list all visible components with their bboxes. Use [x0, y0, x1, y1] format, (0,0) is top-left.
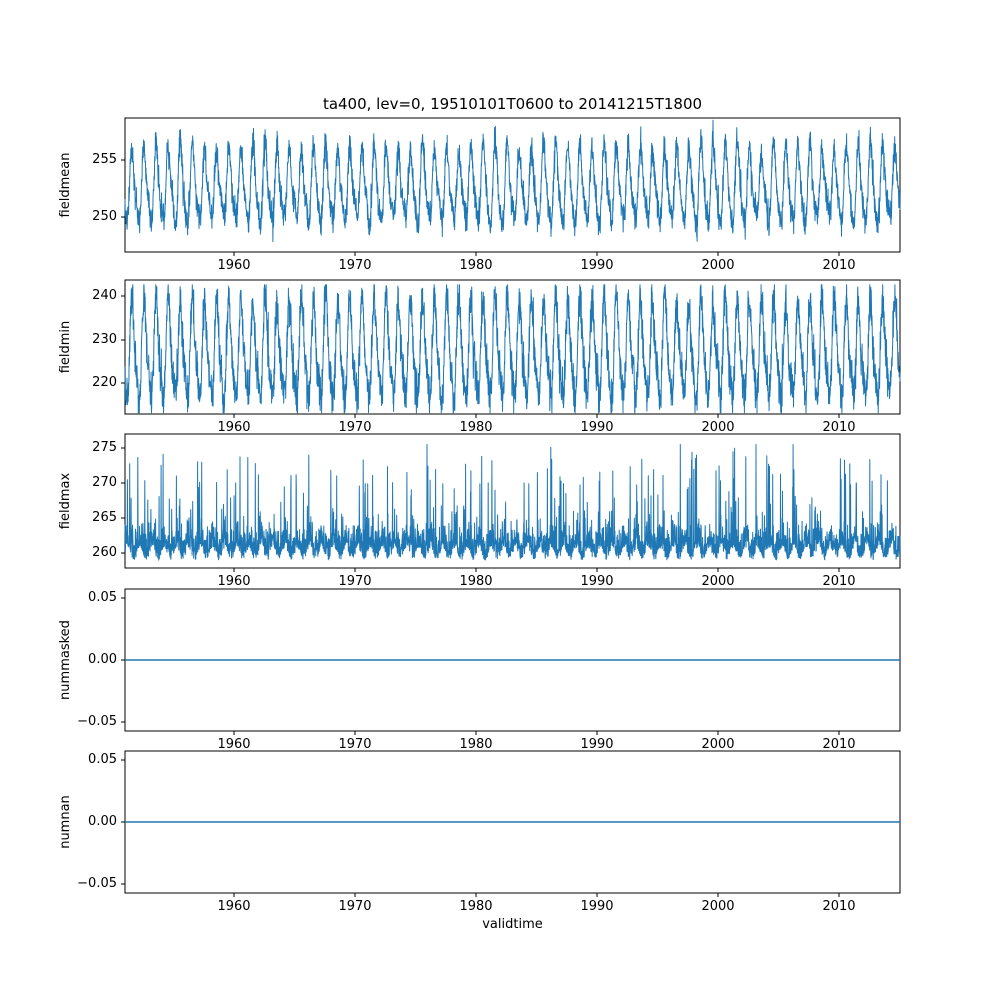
- x-tick-label: 2010: [822, 258, 856, 273]
- x-tick-label: 2000: [701, 420, 735, 435]
- axes-frame: [124, 433, 901, 569]
- y-tick-label: −0.05: [77, 714, 117, 729]
- y-tick-label: 275: [92, 440, 117, 455]
- y-tick-label: 250: [92, 209, 117, 224]
- subplot-fieldmean: [121, 117, 901, 256]
- x-tick-label: 2010: [822, 737, 856, 752]
- x-tick-label: 1970: [338, 420, 372, 435]
- series-line-fieldmax: [124, 444, 901, 561]
- x-tick-label: 1970: [338, 899, 372, 914]
- series-line-fieldmin: [124, 284, 901, 414]
- subplot-fieldmin: [121, 279, 901, 418]
- y-axis-label: fieldmean: [58, 152, 73, 218]
- subplot-numnan: [121, 750, 901, 897]
- x-tick-label: 1990: [580, 420, 614, 435]
- x-tick-label: 2010: [822, 899, 856, 914]
- x-tick-label: 1990: [580, 258, 614, 273]
- x-tick-label: 1960: [217, 420, 251, 435]
- x-tick-label: 1980: [459, 258, 493, 273]
- y-tick-label: 0.05: [88, 752, 117, 767]
- x-axis-label: validtime: [482, 917, 543, 932]
- x-tick-label: 1990: [580, 899, 614, 914]
- x-tick-label: 1970: [338, 574, 372, 589]
- x-tick-label: 1970: [338, 258, 372, 273]
- y-tick-label: 260: [92, 545, 117, 560]
- x-tick-label: 1960: [217, 899, 251, 914]
- x-tick-label: 1970: [338, 737, 372, 752]
- x-tick-label: 1980: [459, 737, 493, 752]
- y-tick-label: 220: [92, 375, 117, 390]
- x-tick-label: 1990: [580, 737, 614, 752]
- y-tick-label: 0.00: [88, 652, 117, 667]
- x-tick-label: 1980: [459, 420, 493, 435]
- x-tick-label: 1980: [459, 574, 493, 589]
- y-tick-label: 255: [92, 152, 117, 167]
- x-tick-label: 2000: [701, 737, 735, 752]
- subplot-nummasked: [121, 588, 901, 735]
- x-tick-label: 2010: [822, 574, 856, 589]
- series-line-fieldmean: [124, 119, 901, 243]
- subplot-fieldmax: [121, 433, 901, 572]
- y-tick-label: 0.00: [88, 814, 117, 829]
- y-axis-label: numnan: [58, 795, 73, 849]
- x-tick-label: 1980: [459, 899, 493, 914]
- y-tick-label: 0.05: [88, 590, 117, 605]
- x-tick-label: 2010: [822, 420, 856, 435]
- x-tick-label: 1960: [217, 258, 251, 273]
- y-tick-label: 265: [92, 510, 117, 525]
- x-tick-label: 1960: [217, 574, 251, 589]
- y-tick-label: −0.05: [77, 876, 117, 891]
- x-tick-label: 2000: [701, 899, 735, 914]
- y-axis-label: fieldmax: [58, 472, 73, 530]
- y-axis-label: fieldmin: [58, 320, 73, 374]
- figure-title: ta400, lev=0, 19510101T0600 to 20141215T…: [322, 95, 703, 113]
- y-axis-label: nummasked: [58, 620, 73, 700]
- x-tick-label: 2000: [701, 574, 735, 589]
- x-tick-label: 2000: [701, 258, 735, 273]
- axes-frame: [124, 279, 901, 415]
- axes-frame: [124, 117, 901, 253]
- x-tick-label: 1960: [217, 737, 251, 752]
- x-tick-label: 1990: [580, 574, 614, 589]
- y-tick-label: 270: [92, 475, 117, 490]
- y-tick-label: 230: [92, 332, 117, 347]
- y-tick-label: 240: [92, 288, 117, 303]
